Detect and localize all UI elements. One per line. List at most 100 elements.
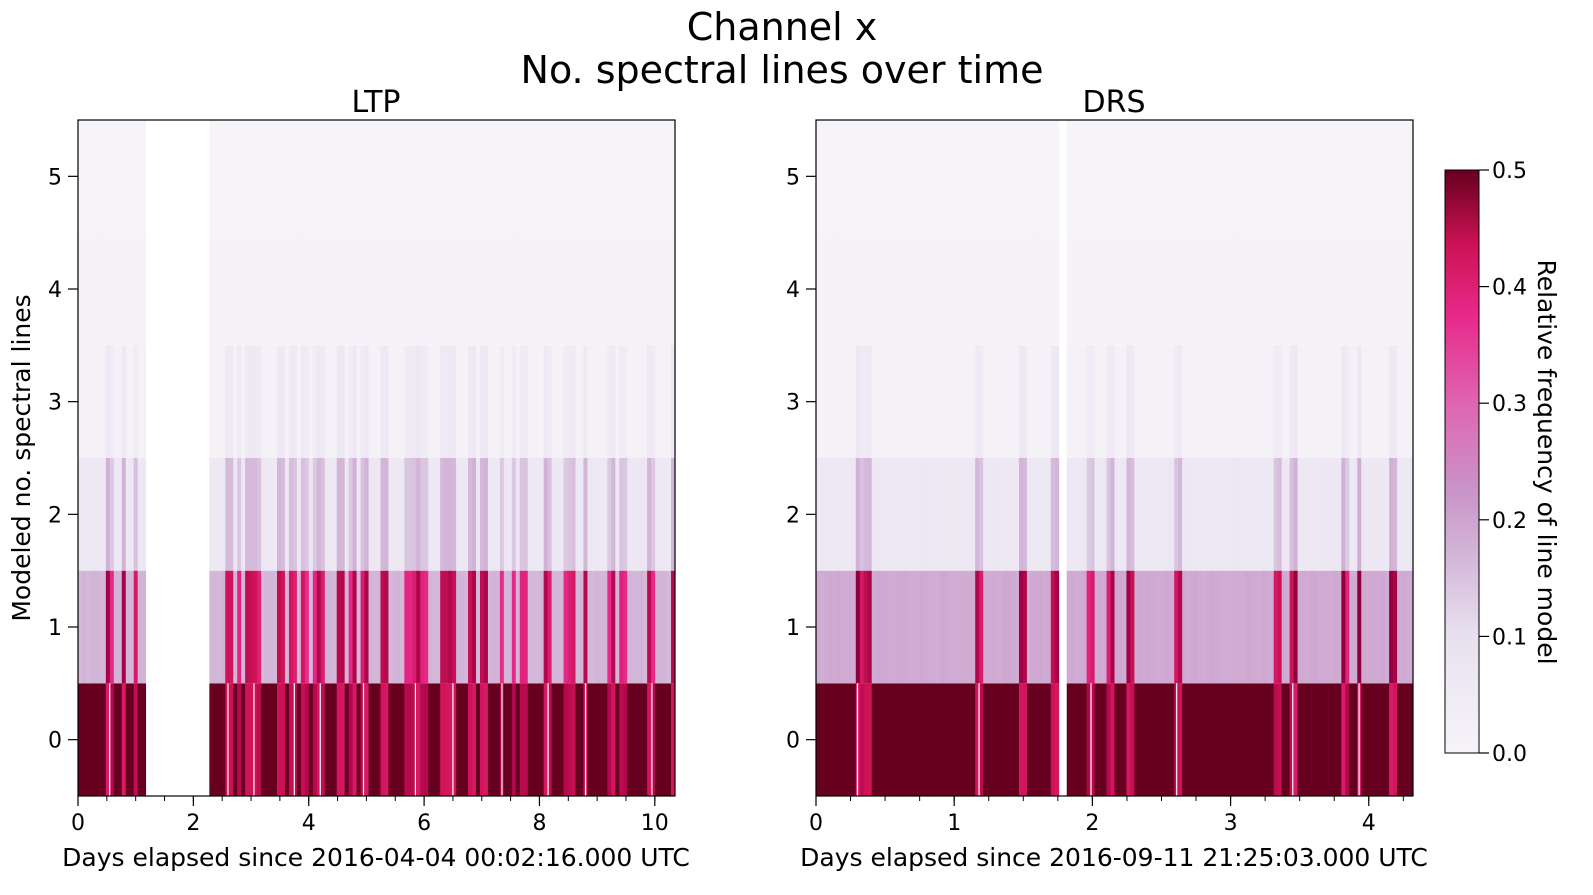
heatmap-cell	[396, 570, 401, 684]
heatmap-cell	[428, 232, 433, 346]
heatmap-cell	[819, 120, 825, 233]
heatmap-cell	[559, 345, 564, 458]
heatmap-cell	[555, 683, 560, 796]
heatmap-cell	[547, 570, 553, 684]
heatmap-cell	[408, 683, 413, 796]
heatmap-cell	[1022, 120, 1028, 233]
heatmap-cell	[587, 345, 592, 458]
heatmap-cell	[436, 683, 441, 796]
heatmap-cell	[515, 345, 521, 458]
heatmap-cell	[1261, 345, 1267, 458]
heatmap-cell	[1253, 570, 1259, 684]
heatmap-cell	[499, 232, 505, 346]
heatmap-cell	[831, 232, 837, 346]
heatmap-cell	[452, 683, 457, 796]
heatmap-cell	[1210, 345, 1215, 458]
heatmap-cell	[328, 570, 334, 684]
heatmap-cell	[221, 120, 226, 233]
heatmap-cell	[78, 232, 83, 346]
heatmap-cell	[1186, 120, 1191, 233]
heatmap-cell	[1325, 458, 1330, 571]
heatmap-cell	[1353, 570, 1358, 684]
heatmap-cell	[1118, 232, 1123, 346]
x-tick-label: 2	[186, 811, 200, 836]
heatmap-cell	[360, 458, 365, 571]
heatmap-cell	[1285, 458, 1291, 571]
heatmap-cell	[312, 232, 318, 346]
heatmap-cell	[1150, 232, 1155, 346]
heatmap-cell	[1158, 570, 1163, 684]
heatmap-cell	[847, 232, 853, 346]
heatmap-cell	[1030, 458, 1036, 571]
heatmap-cell	[428, 120, 433, 233]
heatmap-cell	[535, 120, 541, 233]
heatmap-cell	[987, 120, 992, 233]
heatmap-cell	[619, 345, 624, 458]
heatmap-cell	[1074, 232, 1080, 346]
heatmap-cell	[468, 120, 473, 233]
heatmap-cell	[816, 570, 821, 684]
heatmap-cell	[1178, 683, 1183, 796]
heatmap-cell	[535, 570, 541, 684]
heatmap-cell	[448, 345, 453, 458]
heatmap-cell	[416, 345, 421, 458]
heatmap-cell	[1214, 683, 1219, 796]
heatmap-cell	[97, 345, 103, 458]
heatmap-cell	[827, 345, 833, 458]
heatmap-cell	[1206, 570, 1211, 684]
heatmap-cell	[436, 120, 441, 233]
heatmap-cell	[229, 683, 234, 796]
heatmap-cell	[1026, 683, 1032, 796]
y-tick-label: 0	[786, 729, 800, 754]
heatmap-cell	[269, 232, 274, 346]
heatmap-cell	[1007, 232, 1012, 346]
heatmap-cell	[939, 120, 944, 233]
heatmap-cell	[420, 120, 425, 233]
heatmap-cell	[871, 120, 877, 233]
heatmap-cell	[591, 570, 596, 684]
heatmap-cell	[651, 120, 656, 233]
heatmap-cell	[1237, 570, 1243, 684]
heatmap-cell	[959, 570, 964, 684]
heatmap-cell	[380, 345, 385, 458]
heatmap-cell	[911, 120, 916, 233]
heatmap-cell	[141, 570, 147, 684]
heatmap-cell	[269, 458, 274, 571]
heatmap-cell	[265, 570, 270, 684]
heatmap-cell	[839, 120, 845, 233]
heatmap-cell	[1182, 458, 1187, 571]
heatmap-cell	[101, 232, 107, 346]
heatmap-cell	[1337, 120, 1342, 233]
heatmap-cell	[1317, 683, 1322, 796]
heatmap-cell	[1361, 458, 1366, 571]
heatmap-cell	[308, 232, 314, 346]
heatmap-cell	[288, 458, 294, 571]
heatmap-cell	[133, 683, 139, 796]
heatmap-cell	[499, 458, 505, 571]
heatmap-cell	[360, 232, 365, 346]
heatmap-cell	[1210, 570, 1215, 684]
heatmap-cell	[543, 120, 549, 233]
heatmap-cell	[611, 570, 616, 684]
heatmap-cell	[939, 232, 944, 346]
heatmap-cell	[891, 232, 896, 346]
heatmap-cell	[1345, 120, 1350, 233]
heatmap-cell	[1098, 458, 1103, 571]
heatmap-cell	[527, 232, 533, 346]
heatmap-cell	[1397, 120, 1402, 233]
heatmap-cell	[503, 570, 509, 684]
heatmap-cell	[591, 120, 596, 233]
heatmap-cell	[1381, 458, 1386, 571]
heatmap-cell	[511, 120, 517, 233]
heatmap-cell	[1349, 232, 1354, 346]
heatmap-cell	[456, 232, 461, 346]
heatmap-cell	[495, 683, 501, 796]
heatmap-cell	[991, 683, 996, 796]
heatmap-cell	[495, 458, 501, 571]
heatmap-cell	[1146, 570, 1151, 684]
heatmap-cell	[655, 683, 660, 796]
heatmap-cell	[1170, 345, 1175, 458]
heatmap-cell	[1285, 683, 1291, 796]
heatmap-cell	[85, 120, 91, 233]
heatmap-cell	[1373, 232, 1378, 346]
